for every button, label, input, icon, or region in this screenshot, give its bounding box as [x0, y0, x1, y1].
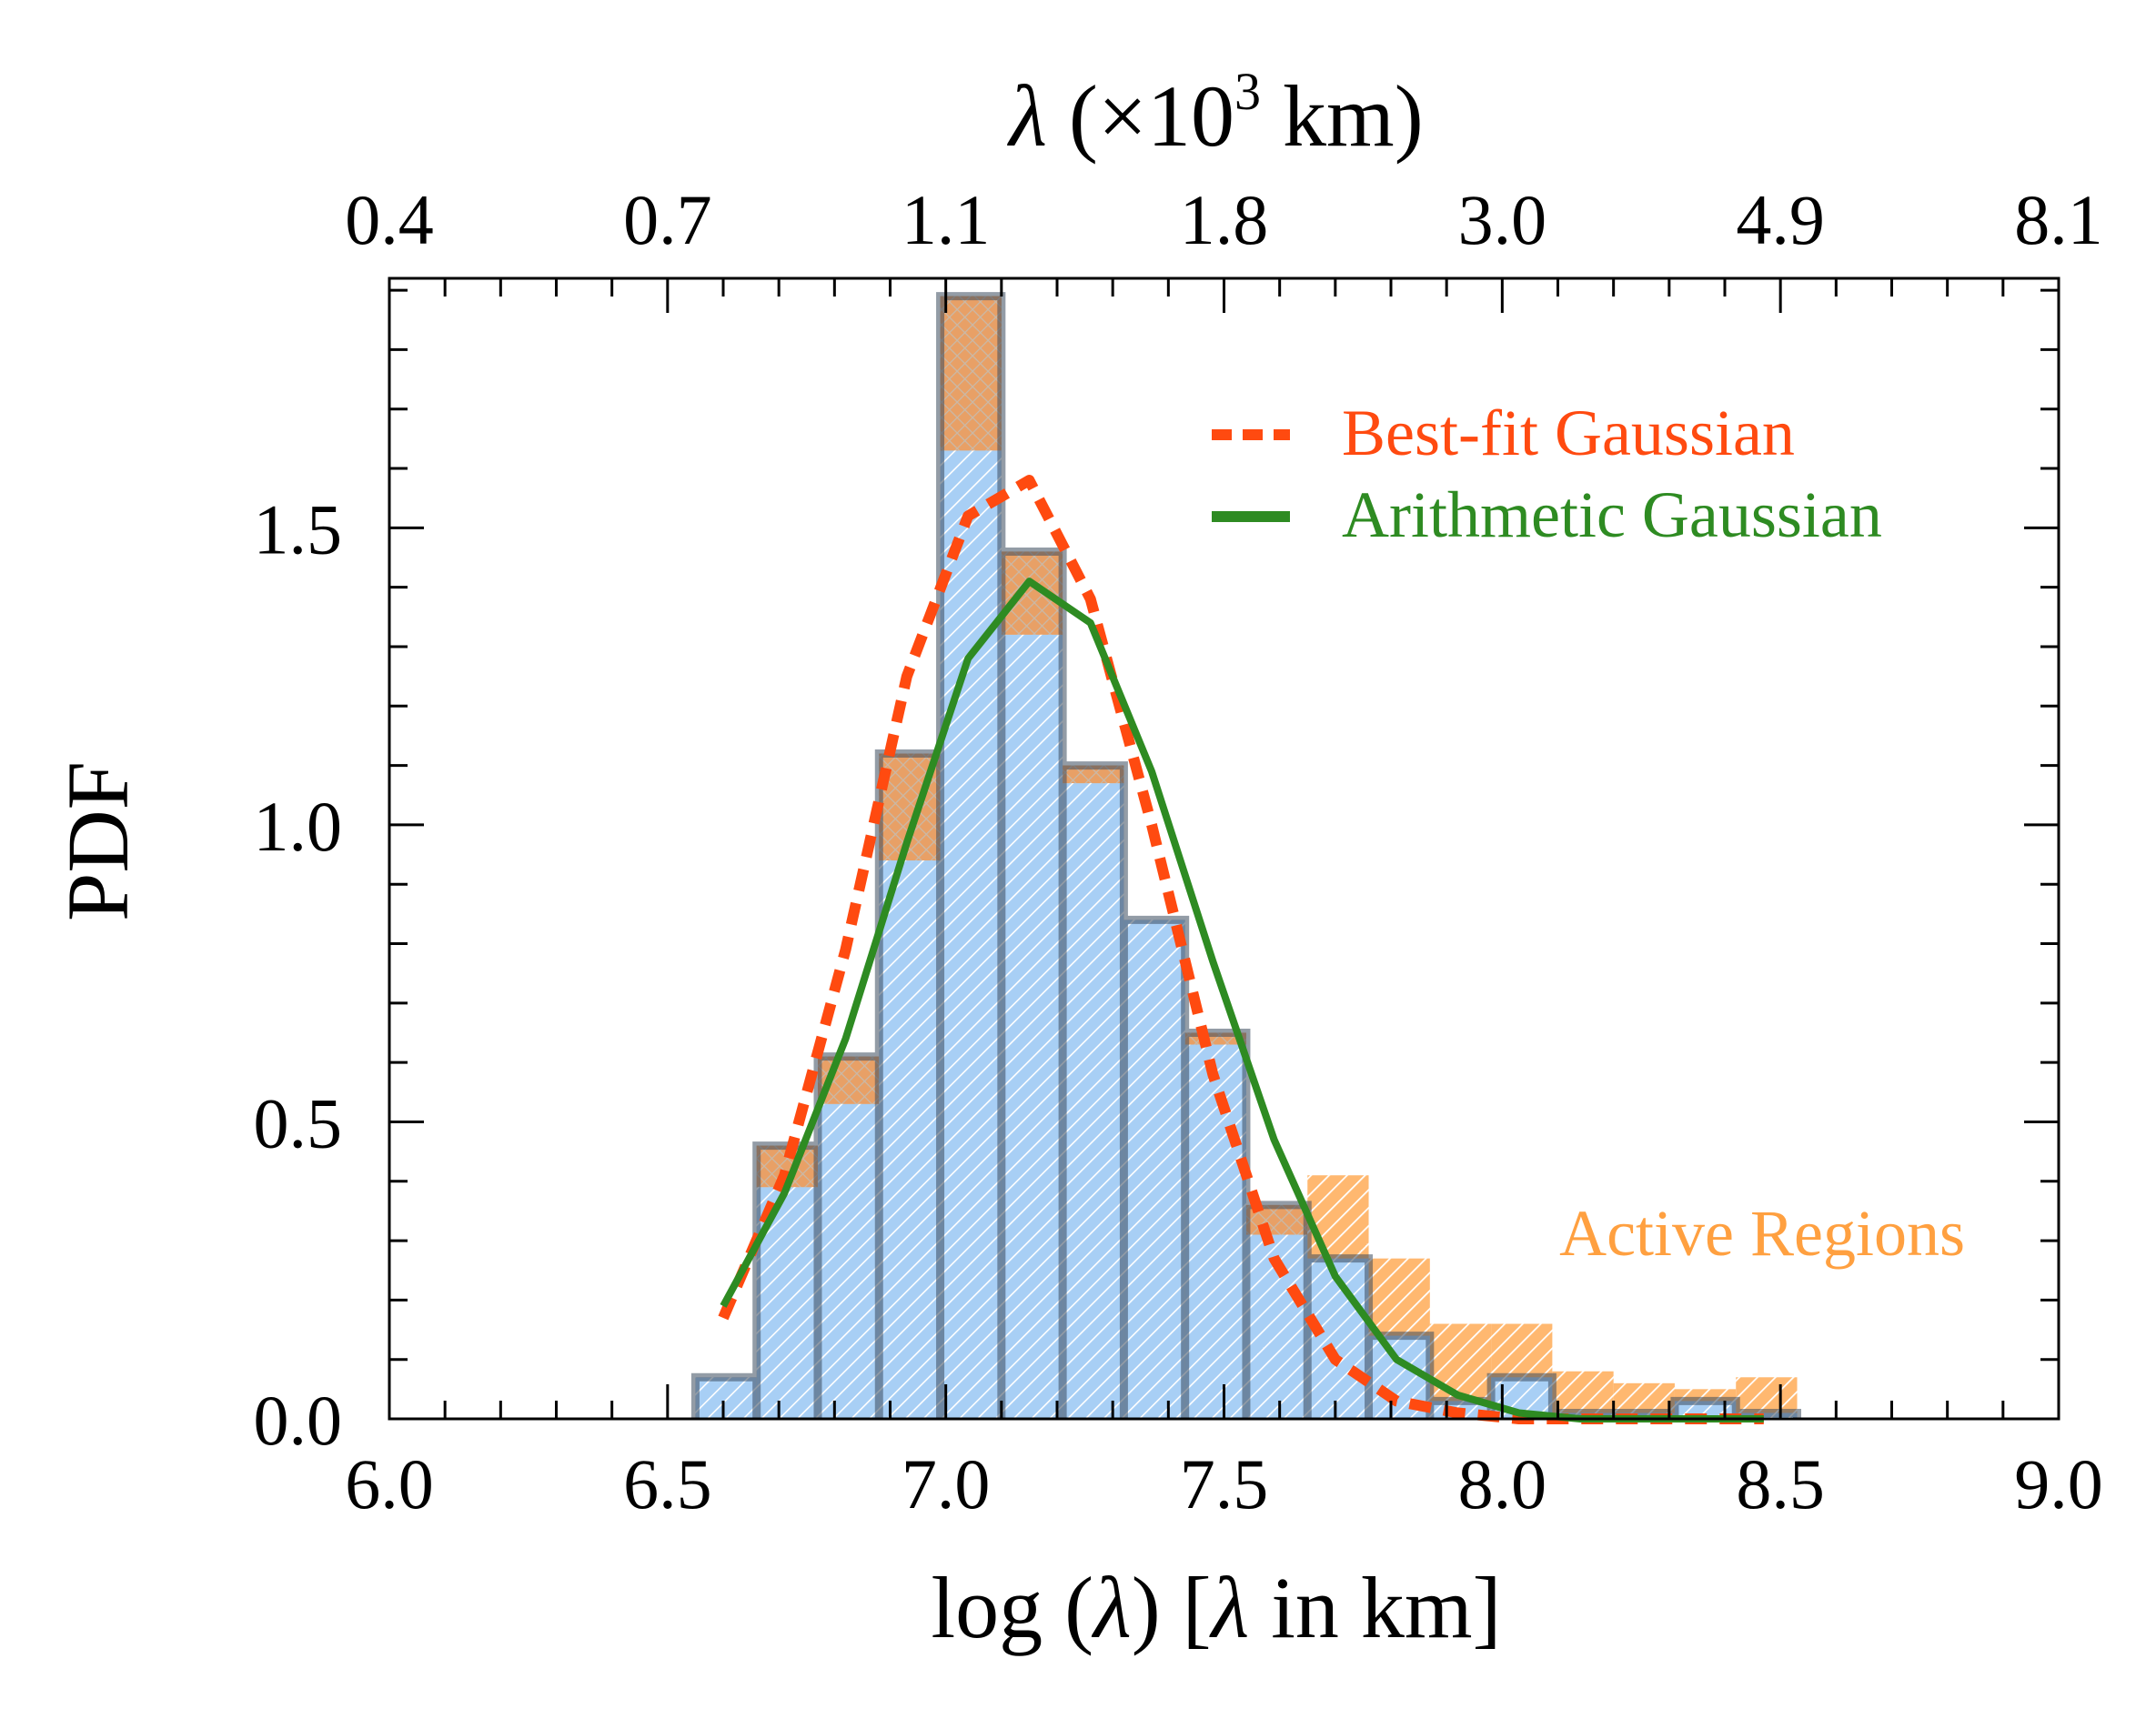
top-tick-label: 0.4: [345, 180, 434, 259]
annotation-active-regions: Active Regions: [1559, 1197, 1965, 1270]
x-label-post: in km]: [1249, 1559, 1501, 1656]
y-axis-label: PDF: [49, 761, 146, 921]
y-tick-label: 0.5: [254, 1083, 343, 1162]
active-regions-bar-overlap: [1001, 551, 1063, 635]
y-tick-label: 1.5: [254, 489, 343, 568]
top-label-middle: (×10: [1047, 67, 1234, 165]
top-label-lambda: λ: [1006, 67, 1047, 165]
y-tick-label: 1.0: [254, 787, 343, 866]
x-tick-label: 6.0: [345, 1444, 434, 1523]
x-tick-label: 8.0: [1458, 1444, 1547, 1523]
histogram-bar: [1184, 1044, 1246, 1419]
histogram-bar: [1123, 920, 1185, 1419]
histogram-bar: [1063, 783, 1124, 1419]
top-tick-label: 3.0: [1458, 180, 1547, 259]
x-tick-label: 7.5: [1180, 1444, 1269, 1523]
top-axis-label: λ (×103 km): [1006, 62, 1423, 165]
histogram-bar: [817, 1103, 880, 1419]
histogram-bar: [879, 860, 941, 1419]
histogram-bar: [940, 450, 1002, 1419]
top-label-suffix: km): [1261, 67, 1424, 165]
x-label-pre: log (: [931, 1559, 1093, 1656]
x-tick-label: 6.5: [623, 1444, 712, 1523]
x-tick-label: 9.0: [2014, 1444, 2103, 1523]
histogram-outline: [690, 292, 1802, 1419]
x-axis-label: log (λ) [λ in km]: [931, 1559, 1501, 1656]
top-tick-label: 8.1: [2014, 180, 2103, 259]
top-tick-label: 1.8: [1180, 180, 1269, 259]
legend-label-best-fit: Best-fit Gaussian: [1342, 397, 1795, 469]
x-tick-label: 8.5: [1736, 1444, 1825, 1523]
y-tick-label: 0.0: [254, 1381, 343, 1460]
active-regions-bar-overlap: [940, 296, 1002, 451]
active-regions-bar-overlap: [1063, 765, 1124, 784]
x-label-lambda: λ: [1091, 1559, 1132, 1656]
legend-label-arithmetic: Arithmetic Gaussian: [1342, 478, 1882, 551]
histogram-bar: [695, 1377, 757, 1419]
x-tick-label: 7.0: [902, 1444, 991, 1523]
legend: Best-fit Gaussian Arithmetic Gaussian: [1212, 397, 1882, 551]
x-label-mid: ) [: [1132, 1559, 1212, 1656]
histogram-bar: [1001, 634, 1063, 1419]
top-tick-label: 4.9: [1736, 180, 1825, 259]
x-label-lambda-2: λ: [1209, 1559, 1250, 1656]
top-label-sup: 3: [1234, 62, 1261, 121]
top-tick-label: 1.1: [902, 180, 991, 259]
top-tick-label: 0.7: [623, 180, 712, 259]
